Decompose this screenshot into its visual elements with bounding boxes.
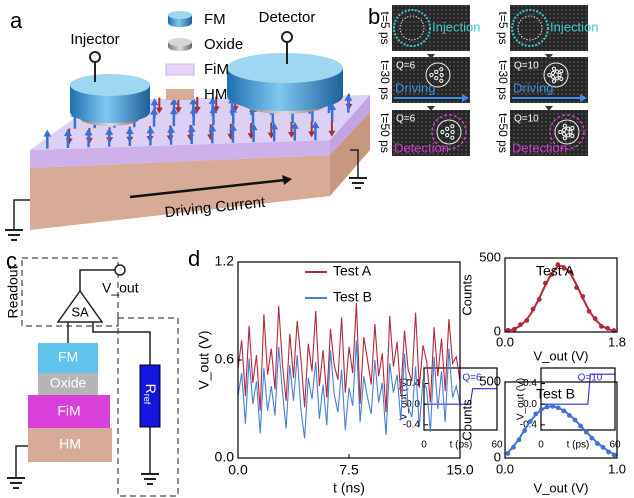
simulation-frames: t=5 ps Injection t=30 ps Q=6 Driving t=50 ps Q… — [378, 5, 599, 156]
y-tick-label: 500 — [479, 249, 501, 264]
x-axis-label: V_out (V) — [534, 480, 589, 495]
y-axis-label: V_out (V) — [196, 330, 212, 389]
ground-wire — [14, 200, 30, 230]
x-tick-label: 0 — [538, 440, 544, 451]
y-tick-label: 500 — [479, 373, 501, 388]
time-label: t=5 ps — [496, 11, 510, 44]
legend-label: FM — [204, 11, 226, 28]
cylinder-top — [168, 38, 192, 46]
cylinder-top — [70, 74, 150, 96]
legend-swatch — [166, 89, 194, 100]
figure: a b c d Injector Detector Driving Curren… — [0, 0, 634, 498]
amplifier-label: SA — [71, 304, 89, 319]
data-line — [238, 303, 460, 412]
time-label: t=30 ps — [496, 60, 510, 100]
time-label: t=30 ps — [378, 60, 392, 100]
time-label: t=50 ps — [496, 113, 510, 153]
frame-caption: Driving — [513, 80, 553, 95]
charts: Q=6060-0.40.00.4t (ps)V_out (V)Q=10060-0… — [196, 249, 626, 495]
layer-label: FiM — [57, 403, 80, 419]
frame-caption: Driving — [395, 80, 435, 95]
vout-label: V_out — [102, 280, 139, 296]
x-axis-label: V_out (V) — [534, 348, 589, 363]
y-tick-label: 0.0 — [215, 449, 235, 465]
legend-label: Test A — [333, 263, 372, 279]
y-tick-label: 0.6 — [215, 351, 235, 367]
x-tick-label: 7.5 — [339, 462, 359, 478]
terminal — [115, 265, 125, 275]
cylinder-bottom — [227, 81, 343, 111]
legend-label: Oxide — [204, 36, 243, 53]
frame-caption: Injection — [432, 19, 480, 34]
x-tick-label: 1.0 — [608, 461, 626, 476]
resistor-label-sub: ref — [142, 394, 152, 405]
data-line — [238, 340, 460, 438]
resistor-label-main: R — [143, 384, 159, 394]
frame-caption: Detection — [512, 140, 567, 155]
charge-label: Q=6 — [396, 114, 416, 125]
readout-label: Readout — [5, 265, 21, 318]
legend-swatch — [166, 64, 194, 75]
legend-label: Test B — [333, 289, 372, 305]
frame-caption: Injection — [550, 19, 598, 34]
y-tick-label: 0 — [494, 323, 501, 338]
wire — [93, 322, 150, 365]
y-axis-label: Counts — [459, 274, 474, 316]
cylinder-bottom — [70, 101, 150, 123]
charge-label: Q=6 — [396, 61, 416, 72]
layer-label: HM — [59, 436, 81, 452]
cylinder-top — [227, 53, 343, 83]
time-label: t=5 ps — [378, 11, 392, 44]
charge-label: Q=10 — [514, 114, 539, 125]
device-illustration: Injector Detector Driving Current FMOxid… — [5, 9, 370, 240]
x-tick-label: 60 — [609, 440, 621, 451]
x-axis-label: t (ns) — [333, 480, 365, 496]
pin-head — [282, 32, 292, 42]
legend-label: FiM — [204, 61, 229, 78]
y-axis-label: V_out (V) — [516, 378, 527, 420]
x-tick-label: 15.0 — [446, 462, 473, 478]
panel-label: a — [10, 8, 23, 33]
detector-label: Detector — [259, 9, 316, 26]
x-tick-label: 1.8 — [608, 334, 626, 349]
spin-up-head — [43, 130, 51, 137]
readout-circuit: Readout V_out SA FM Oxide FiM HM Rref — [5, 258, 178, 496]
pin-head — [90, 52, 100, 62]
layer-label: FM — [58, 349, 78, 365]
x-axis-label: t (ps) — [567, 440, 590, 451]
chart-title: Test B — [536, 386, 575, 402]
time-label: t=50 ps — [378, 113, 392, 153]
y-axis-label: Counts — [459, 399, 474, 441]
x-tick-label: 0 — [421, 440, 427, 451]
legend-label: HM — [204, 86, 227, 103]
panel-label: d — [188, 246, 200, 271]
ground-wire — [16, 446, 28, 478]
chart-title: Test A — [536, 263, 575, 279]
injector-label: Injector — [70, 31, 119, 48]
charge-label: Q=10 — [514, 61, 539, 72]
y-tick-label: 1.2 — [215, 253, 235, 269]
cylinder-top — [168, 11, 192, 19]
y-tick-label: -0.4 — [403, 419, 421, 430]
frame-caption: Detection — [394, 140, 449, 155]
cylinder-bottom — [168, 19, 192, 27]
y-tick-label: 0 — [494, 449, 501, 464]
layer-label: Oxide — [50, 375, 87, 391]
